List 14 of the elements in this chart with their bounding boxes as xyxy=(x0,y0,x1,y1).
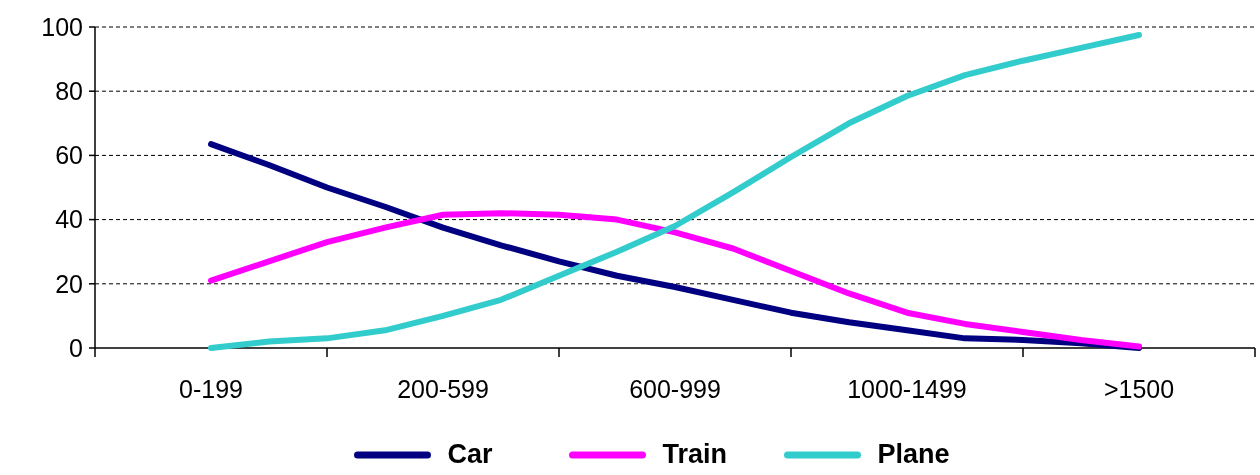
x-tick-label: >1500 xyxy=(1103,375,1175,403)
x-tick-label: 200-599 xyxy=(397,375,489,403)
y-tick-label: 100 xyxy=(41,12,83,41)
y-tick-label: 80 xyxy=(55,76,83,105)
y-tick-label: 60 xyxy=(55,141,83,170)
legend-label: Train xyxy=(662,439,728,469)
x-tick-label: 0-199 xyxy=(179,375,243,403)
y-tick-label: 20 xyxy=(55,269,83,298)
legend-label: Plane xyxy=(877,439,950,469)
y-tick-label: 0 xyxy=(69,333,83,362)
x-tick-label: 600-999 xyxy=(629,375,721,403)
y-tick-label: 40 xyxy=(55,205,83,234)
x-tick-label: 1000-1499 xyxy=(847,375,967,403)
legend-label: Car xyxy=(447,439,494,469)
